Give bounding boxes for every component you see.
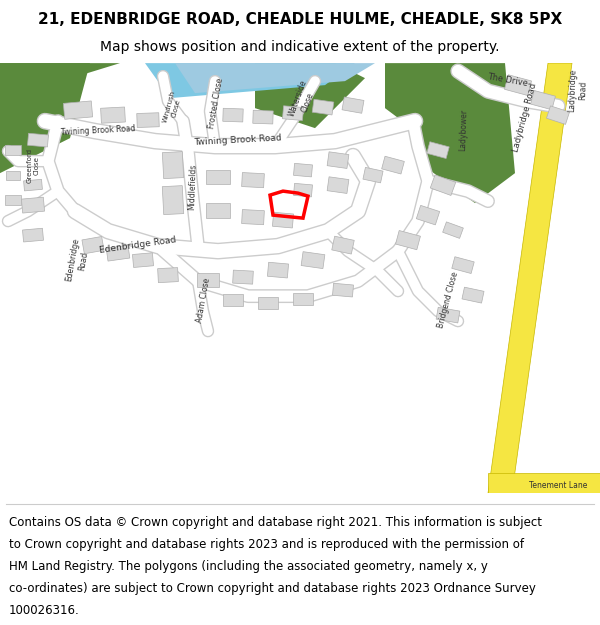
- Bar: [268, 262, 289, 278]
- Bar: [332, 236, 354, 254]
- Text: to Crown copyright and database rights 2023 and is reproduced with the permissio: to Crown copyright and database rights 2…: [9, 538, 524, 551]
- Bar: [430, 175, 456, 196]
- Text: Middlefields: Middlefields: [188, 164, 199, 211]
- Bar: [28, 133, 49, 147]
- Text: Map shows position and indicative extent of the property.: Map shows position and indicative extent…: [100, 41, 500, 54]
- Bar: [293, 163, 313, 177]
- Bar: [197, 273, 219, 287]
- Text: Frosted Close: Frosted Close: [207, 77, 225, 129]
- Text: Contains OS data © Crown copyright and database right 2021. This information is : Contains OS data © Crown copyright and d…: [9, 516, 542, 529]
- Bar: [436, 308, 460, 323]
- Bar: [5, 195, 21, 205]
- Bar: [395, 231, 421, 250]
- Bar: [253, 110, 273, 124]
- Text: Greenford
Close: Greenford Close: [26, 148, 40, 182]
- Bar: [137, 112, 159, 128]
- Bar: [101, 107, 125, 123]
- Text: Adam Close: Adam Close: [194, 277, 211, 323]
- Bar: [342, 97, 364, 113]
- Polygon shape: [385, 63, 475, 138]
- Bar: [106, 245, 130, 261]
- Text: Twining Brook Road: Twining Brook Road: [194, 133, 282, 147]
- Text: Waterside
Close: Waterside Close: [287, 79, 319, 121]
- Bar: [327, 152, 349, 169]
- Polygon shape: [0, 63, 90, 173]
- Bar: [223, 294, 243, 306]
- Text: HM Land Registry. The polygons (including the associated geometry, namely x, y: HM Land Registry. The polygons (includin…: [9, 560, 488, 573]
- Polygon shape: [145, 63, 355, 98]
- Polygon shape: [420, 63, 515, 203]
- Bar: [223, 108, 243, 122]
- Text: Edenbridge Road: Edenbridge Road: [99, 235, 177, 255]
- Bar: [363, 168, 383, 183]
- Bar: [462, 287, 484, 303]
- Bar: [293, 293, 313, 305]
- Text: Tenement Lane: Tenement Lane: [529, 481, 587, 489]
- Bar: [206, 170, 230, 184]
- Bar: [258, 297, 278, 309]
- Bar: [327, 177, 349, 194]
- Bar: [206, 202, 230, 217]
- Bar: [158, 268, 178, 282]
- Bar: [332, 283, 353, 297]
- Text: Ladybridge
Road: Ladybridge Road: [568, 68, 589, 112]
- Bar: [162, 186, 184, 214]
- Polygon shape: [488, 473, 600, 493]
- Bar: [443, 222, 463, 238]
- Text: 100026316.: 100026316.: [9, 604, 80, 617]
- Text: Edenbridge
Road: Edenbridge Road: [65, 237, 91, 283]
- Bar: [233, 270, 253, 284]
- Bar: [133, 253, 154, 268]
- Bar: [23, 228, 43, 242]
- Bar: [283, 106, 304, 121]
- Text: Bridgend Close: Bridgend Close: [436, 271, 460, 329]
- Text: Twining Brook Road: Twining Brook Road: [61, 124, 136, 137]
- Bar: [427, 142, 449, 159]
- Bar: [272, 213, 293, 228]
- Polygon shape: [488, 63, 572, 493]
- Bar: [312, 99, 334, 115]
- Bar: [547, 106, 569, 124]
- Text: co-ordinates) are subject to Crown copyright and database rights 2023 Ordnance S: co-ordinates) are subject to Crown copyr…: [9, 582, 536, 595]
- Text: Ladybower: Ladybower: [458, 109, 468, 151]
- Polygon shape: [175, 63, 375, 93]
- Bar: [452, 257, 474, 274]
- Text: The Drive: The Drive: [487, 72, 529, 88]
- Bar: [23, 179, 43, 191]
- Bar: [64, 101, 92, 119]
- Text: Windrush
Close: Windrush Close: [163, 89, 184, 125]
- Bar: [382, 156, 404, 174]
- Bar: [22, 198, 44, 213]
- Polygon shape: [255, 63, 365, 128]
- Text: 21, EDENBRIDGE ROAD, CHEADLE HULME, CHEADLE, SK8 5PX: 21, EDENBRIDGE ROAD, CHEADLE HULME, CHEA…: [38, 12, 562, 28]
- Bar: [242, 209, 265, 225]
- Bar: [6, 171, 20, 179]
- Bar: [301, 252, 325, 269]
- Polygon shape: [0, 63, 120, 123]
- Text: Ladybridge Road: Ladybridge Road: [511, 82, 539, 152]
- Bar: [416, 206, 440, 225]
- Bar: [82, 236, 104, 254]
- Bar: [163, 152, 184, 179]
- Bar: [505, 75, 532, 96]
- Bar: [530, 91, 556, 110]
- Bar: [242, 173, 265, 188]
- Bar: [293, 183, 313, 197]
- Bar: [5, 145, 21, 155]
